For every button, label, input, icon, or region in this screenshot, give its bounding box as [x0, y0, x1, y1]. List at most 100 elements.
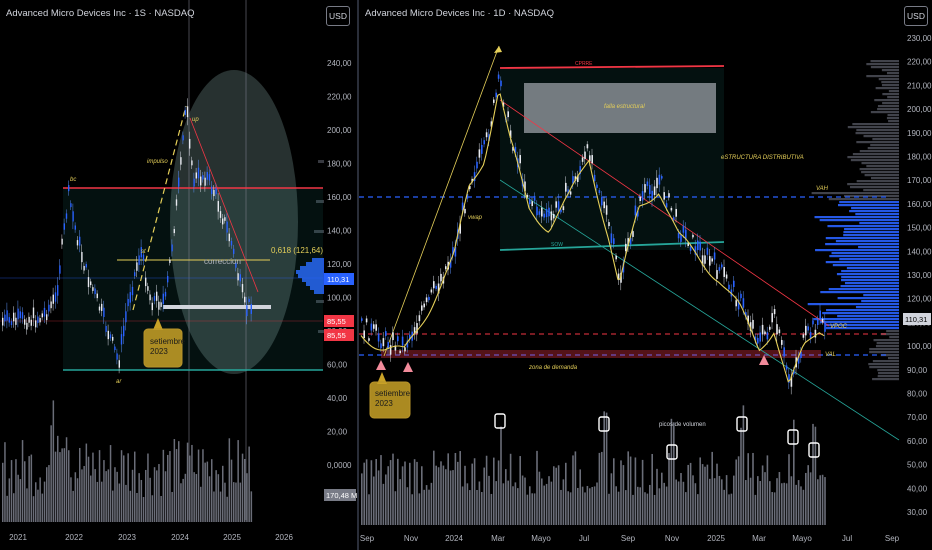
volume-bar: [577, 487, 579, 525]
candle-body: [478, 149, 481, 158]
panel-divider[interactable]: [357, 0, 359, 550]
volume-bar: [543, 485, 545, 525]
volume-bar: [2, 462, 4, 522]
weekly-chart-canvas[interactable]: bc up impulso st correccion ar 0,618 (12…: [0, 0, 357, 550]
daily-chart-panel[interactable]: CPRRE falla estructural eSTRUCTURA DISTR…: [359, 0, 932, 550]
profile-bar: [859, 150, 899, 153]
volume-bar: [778, 472, 781, 525]
volume-bar: [694, 483, 697, 525]
weekly-chart-panel[interactable]: bc up impulso st correccion ar 0,618 (12…: [0, 0, 357, 550]
volume-bar: [79, 447, 81, 522]
candle-body: [2, 317, 4, 326]
callout-setiembre: setiembre 2023: [143, 318, 186, 368]
price-axis[interactable]: 240,00 220,00 200,00 180,00 160,00 140,00 120,…: [327, 59, 352, 470]
volume-bar: [112, 490, 114, 522]
candle-body: [35, 320, 37, 328]
candle-body: [72, 211, 74, 222]
candle-body: [136, 262, 138, 271]
volume-bar: [387, 466, 389, 525]
time-tick: 2026: [275, 533, 293, 542]
candle-body: [692, 234, 694, 238]
candle-body: [250, 303, 252, 314]
volume-bar: [781, 483, 783, 525]
time-axis[interactable]: Sep Nov 2024 Mar Mayo Jul Sep Nov 2025 Mar Mayo Jul…: [360, 534, 900, 543]
candle-body: [15, 317, 17, 325]
volume-bar: [6, 495, 8, 522]
candle-body: [793, 369, 795, 375]
profile-bar: [844, 282, 899, 285]
volume-bar: [817, 479, 819, 525]
candle-body: [129, 292, 131, 303]
price-tick: 120,00: [907, 295, 932, 304]
candle-body: [373, 324, 375, 329]
volume-bar: [92, 452, 94, 522]
candle-body: [206, 172, 208, 180]
price-tick: 160,00: [327, 193, 352, 202]
time-tick: Sep: [621, 534, 636, 543]
candle-body: [193, 178, 195, 187]
candle-body: [596, 184, 598, 188]
candle-body: [560, 209, 562, 213]
profile-bar: [874, 99, 899, 102]
volume-spike-marker: [736, 416, 748, 432]
volume-bar: [197, 449, 200, 522]
currency-button[interactable]: USD: [326, 6, 350, 26]
profile-bar: [807, 303, 899, 306]
candle-body: [709, 256, 711, 266]
profile-bar: [872, 360, 899, 363]
candle-body: [79, 236, 81, 246]
volume-bar: [759, 481, 761, 525]
candle-body: [30, 319, 32, 326]
profile-bar: [858, 246, 899, 249]
volume-bar: [123, 455, 125, 522]
profile-bar: [869, 348, 899, 351]
candle-body: [90, 281, 92, 286]
candle-body: [26, 322, 28, 330]
currency-button[interactable]: USD: [904, 6, 928, 26]
profile-bar: [875, 345, 899, 348]
candle-body: [733, 280, 735, 288]
candle-body: [17, 308, 19, 320]
volume-bar: [182, 478, 184, 522]
price-axis[interactable]: 230,00 220,00 210,00 200,00 190,00 180,00 170,…: [907, 34, 932, 517]
profile-bar: [888, 90, 899, 93]
candle-body: [96, 293, 98, 299]
price-candles: [361, 71, 826, 395]
candle-body: [202, 175, 204, 180]
volume-bar: [725, 475, 728, 525]
volume-bar: [509, 453, 512, 525]
time-axis[interactable]: 2021 2022 2023 2024 2025 2026: [9, 533, 293, 542]
profile-bar: [863, 189, 899, 192]
label-falla: falla estructural: [604, 104, 645, 110]
candle-body: [435, 285, 437, 289]
volume-bar: [795, 484, 797, 525]
candle-body: [459, 223, 461, 234]
volume-bar: [632, 494, 634, 525]
candle-body: [593, 174, 596, 182]
candle-body: [399, 350, 401, 354]
volume-bar: [553, 466, 555, 525]
candle-body: [747, 315, 749, 324]
candle-body: [246, 305, 248, 317]
callout-line-1: setiembre: [375, 389, 411, 398]
candle-body: [524, 181, 526, 192]
callout-setiembre: setiembre 2023: [369, 372, 411, 419]
candle-body: [394, 345, 397, 351]
volume-bar: [30, 454, 33, 522]
candle-body: [663, 192, 665, 200]
candle-body: [771, 313, 773, 323]
time-tick: Mayo: [792, 534, 812, 543]
candle-body: [507, 111, 509, 118]
candle-body: [814, 329, 817, 338]
volume-bar: [397, 458, 399, 525]
callout-line-2: 2023: [375, 399, 393, 408]
uptrend-line: [383, 45, 500, 357]
volume-bar: [824, 477, 826, 525]
daily-chart-canvas[interactable]: CPRRE falla estructural eSTRUCTURA DISTR…: [359, 0, 932, 550]
time-tick: Mar: [752, 534, 766, 543]
candle-body: [572, 176, 574, 184]
candle-body: [577, 175, 579, 182]
label-zona-demanda: zona de demanda: [528, 365, 578, 371]
candle-body: [668, 193, 670, 198]
volume-bar: [85, 443, 88, 522]
